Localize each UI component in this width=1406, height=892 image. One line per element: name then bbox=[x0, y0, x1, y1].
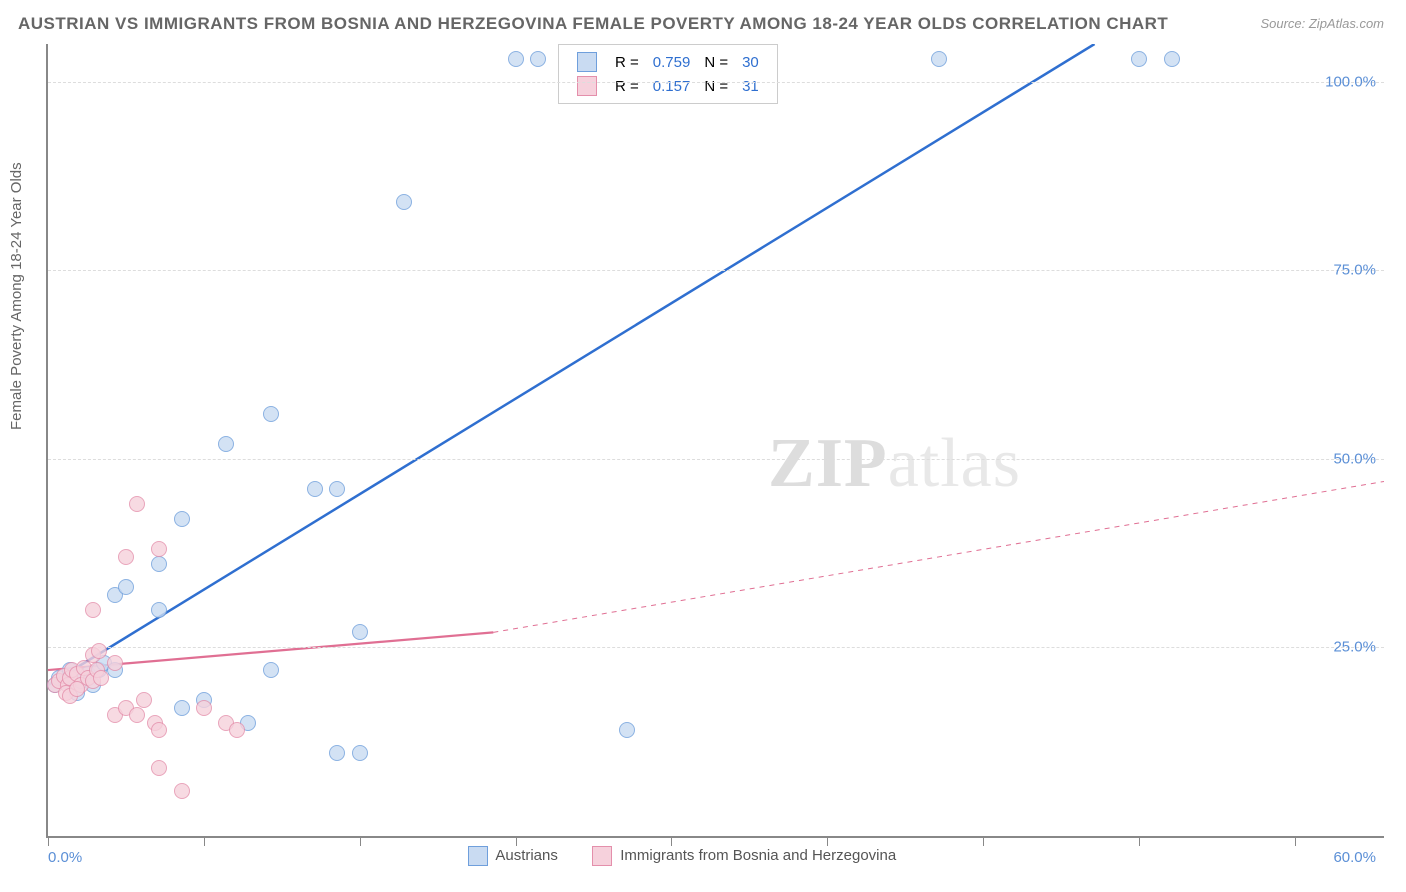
x-tick bbox=[1139, 836, 1140, 846]
scatter-point bbox=[174, 783, 190, 799]
scatter-point bbox=[218, 436, 234, 452]
watermark: ZIPatlas bbox=[768, 424, 1021, 504]
scatter-point bbox=[352, 745, 368, 761]
x-axis-min-label: 0.0% bbox=[48, 849, 82, 866]
y-tick-label: 100.0% bbox=[1325, 73, 1376, 90]
scatter-point bbox=[174, 511, 190, 527]
scatter-point bbox=[396, 194, 412, 210]
y-axis-label: Female Poverty Among 18-24 Year Olds bbox=[8, 162, 25, 430]
scatter-point bbox=[107, 655, 123, 671]
n-value-a: 30 bbox=[736, 51, 765, 73]
n-value-b: 31 bbox=[736, 75, 765, 97]
scatter-point bbox=[151, 602, 167, 618]
legend-item-a: Austrians bbox=[468, 846, 558, 866]
scatter-point bbox=[118, 549, 134, 565]
swatch-series-a bbox=[577, 52, 597, 72]
scatter-point bbox=[69, 681, 85, 697]
scatter-point bbox=[329, 481, 345, 497]
scatter-point bbox=[129, 707, 145, 723]
gridline bbox=[48, 270, 1384, 271]
scatter-point bbox=[263, 406, 279, 422]
x-tick bbox=[516, 836, 517, 846]
y-tick-label: 25.0% bbox=[1333, 639, 1376, 656]
scatter-point bbox=[196, 700, 212, 716]
scatter-point bbox=[174, 700, 190, 716]
scatter-point bbox=[151, 760, 167, 776]
scatter-point bbox=[263, 662, 279, 678]
scatter-point bbox=[1164, 51, 1180, 67]
source-label: Source: ZipAtlas.com bbox=[1260, 16, 1384, 31]
r-value-b: 0.157 bbox=[647, 75, 697, 97]
legend-row-series-b: R = 0.157 N = 31 bbox=[571, 75, 765, 97]
x-tick bbox=[1295, 836, 1296, 846]
x-tick bbox=[827, 836, 828, 846]
scatter-point bbox=[508, 51, 524, 67]
swatch-series-a-icon bbox=[468, 846, 488, 866]
legend-row-series-a: R = 0.759 N = 30 bbox=[571, 51, 765, 73]
scatter-point bbox=[151, 722, 167, 738]
y-tick-label: 75.0% bbox=[1333, 262, 1376, 279]
gridline bbox=[48, 459, 1384, 460]
scatter-point bbox=[91, 643, 107, 659]
chart-plot-area: ZIPatlas R = 0.759 N = 30 R = 0.157 N = … bbox=[46, 44, 1384, 838]
scatter-point bbox=[1131, 51, 1147, 67]
legend-series: Austrians Immigrants from Bosnia and Her… bbox=[468, 846, 926, 866]
gridline bbox=[48, 647, 1384, 648]
x-tick bbox=[671, 836, 672, 846]
scatter-point bbox=[229, 722, 245, 738]
scatter-point bbox=[352, 624, 368, 640]
x-axis-max-label: 60.0% bbox=[1333, 849, 1376, 866]
scatter-point bbox=[151, 556, 167, 572]
r-value-a: 0.759 bbox=[647, 51, 697, 73]
y-tick-label: 50.0% bbox=[1333, 450, 1376, 467]
x-tick bbox=[48, 836, 49, 846]
scatter-point bbox=[93, 670, 109, 686]
scatter-point bbox=[118, 579, 134, 595]
scatter-point bbox=[129, 496, 145, 512]
scatter-point bbox=[85, 602, 101, 618]
scatter-point bbox=[151, 541, 167, 557]
gridline bbox=[48, 82, 1384, 83]
scatter-point bbox=[619, 722, 635, 738]
swatch-series-b-icon bbox=[592, 846, 612, 866]
scatter-point bbox=[530, 51, 546, 67]
scatter-point bbox=[931, 51, 947, 67]
x-tick bbox=[983, 836, 984, 846]
chart-title: AUSTRIAN VS IMMIGRANTS FROM BOSNIA AND H… bbox=[18, 14, 1168, 34]
legend-correlation: R = 0.759 N = 30 R = 0.157 N = 31 bbox=[558, 44, 778, 104]
scatter-point bbox=[307, 481, 323, 497]
x-tick bbox=[204, 836, 205, 846]
swatch-series-b bbox=[577, 76, 597, 96]
legend-item-b: Immigrants from Bosnia and Herzegovina bbox=[592, 846, 896, 866]
scatter-point bbox=[329, 745, 345, 761]
x-tick bbox=[360, 836, 361, 846]
scatter-point bbox=[136, 692, 152, 708]
